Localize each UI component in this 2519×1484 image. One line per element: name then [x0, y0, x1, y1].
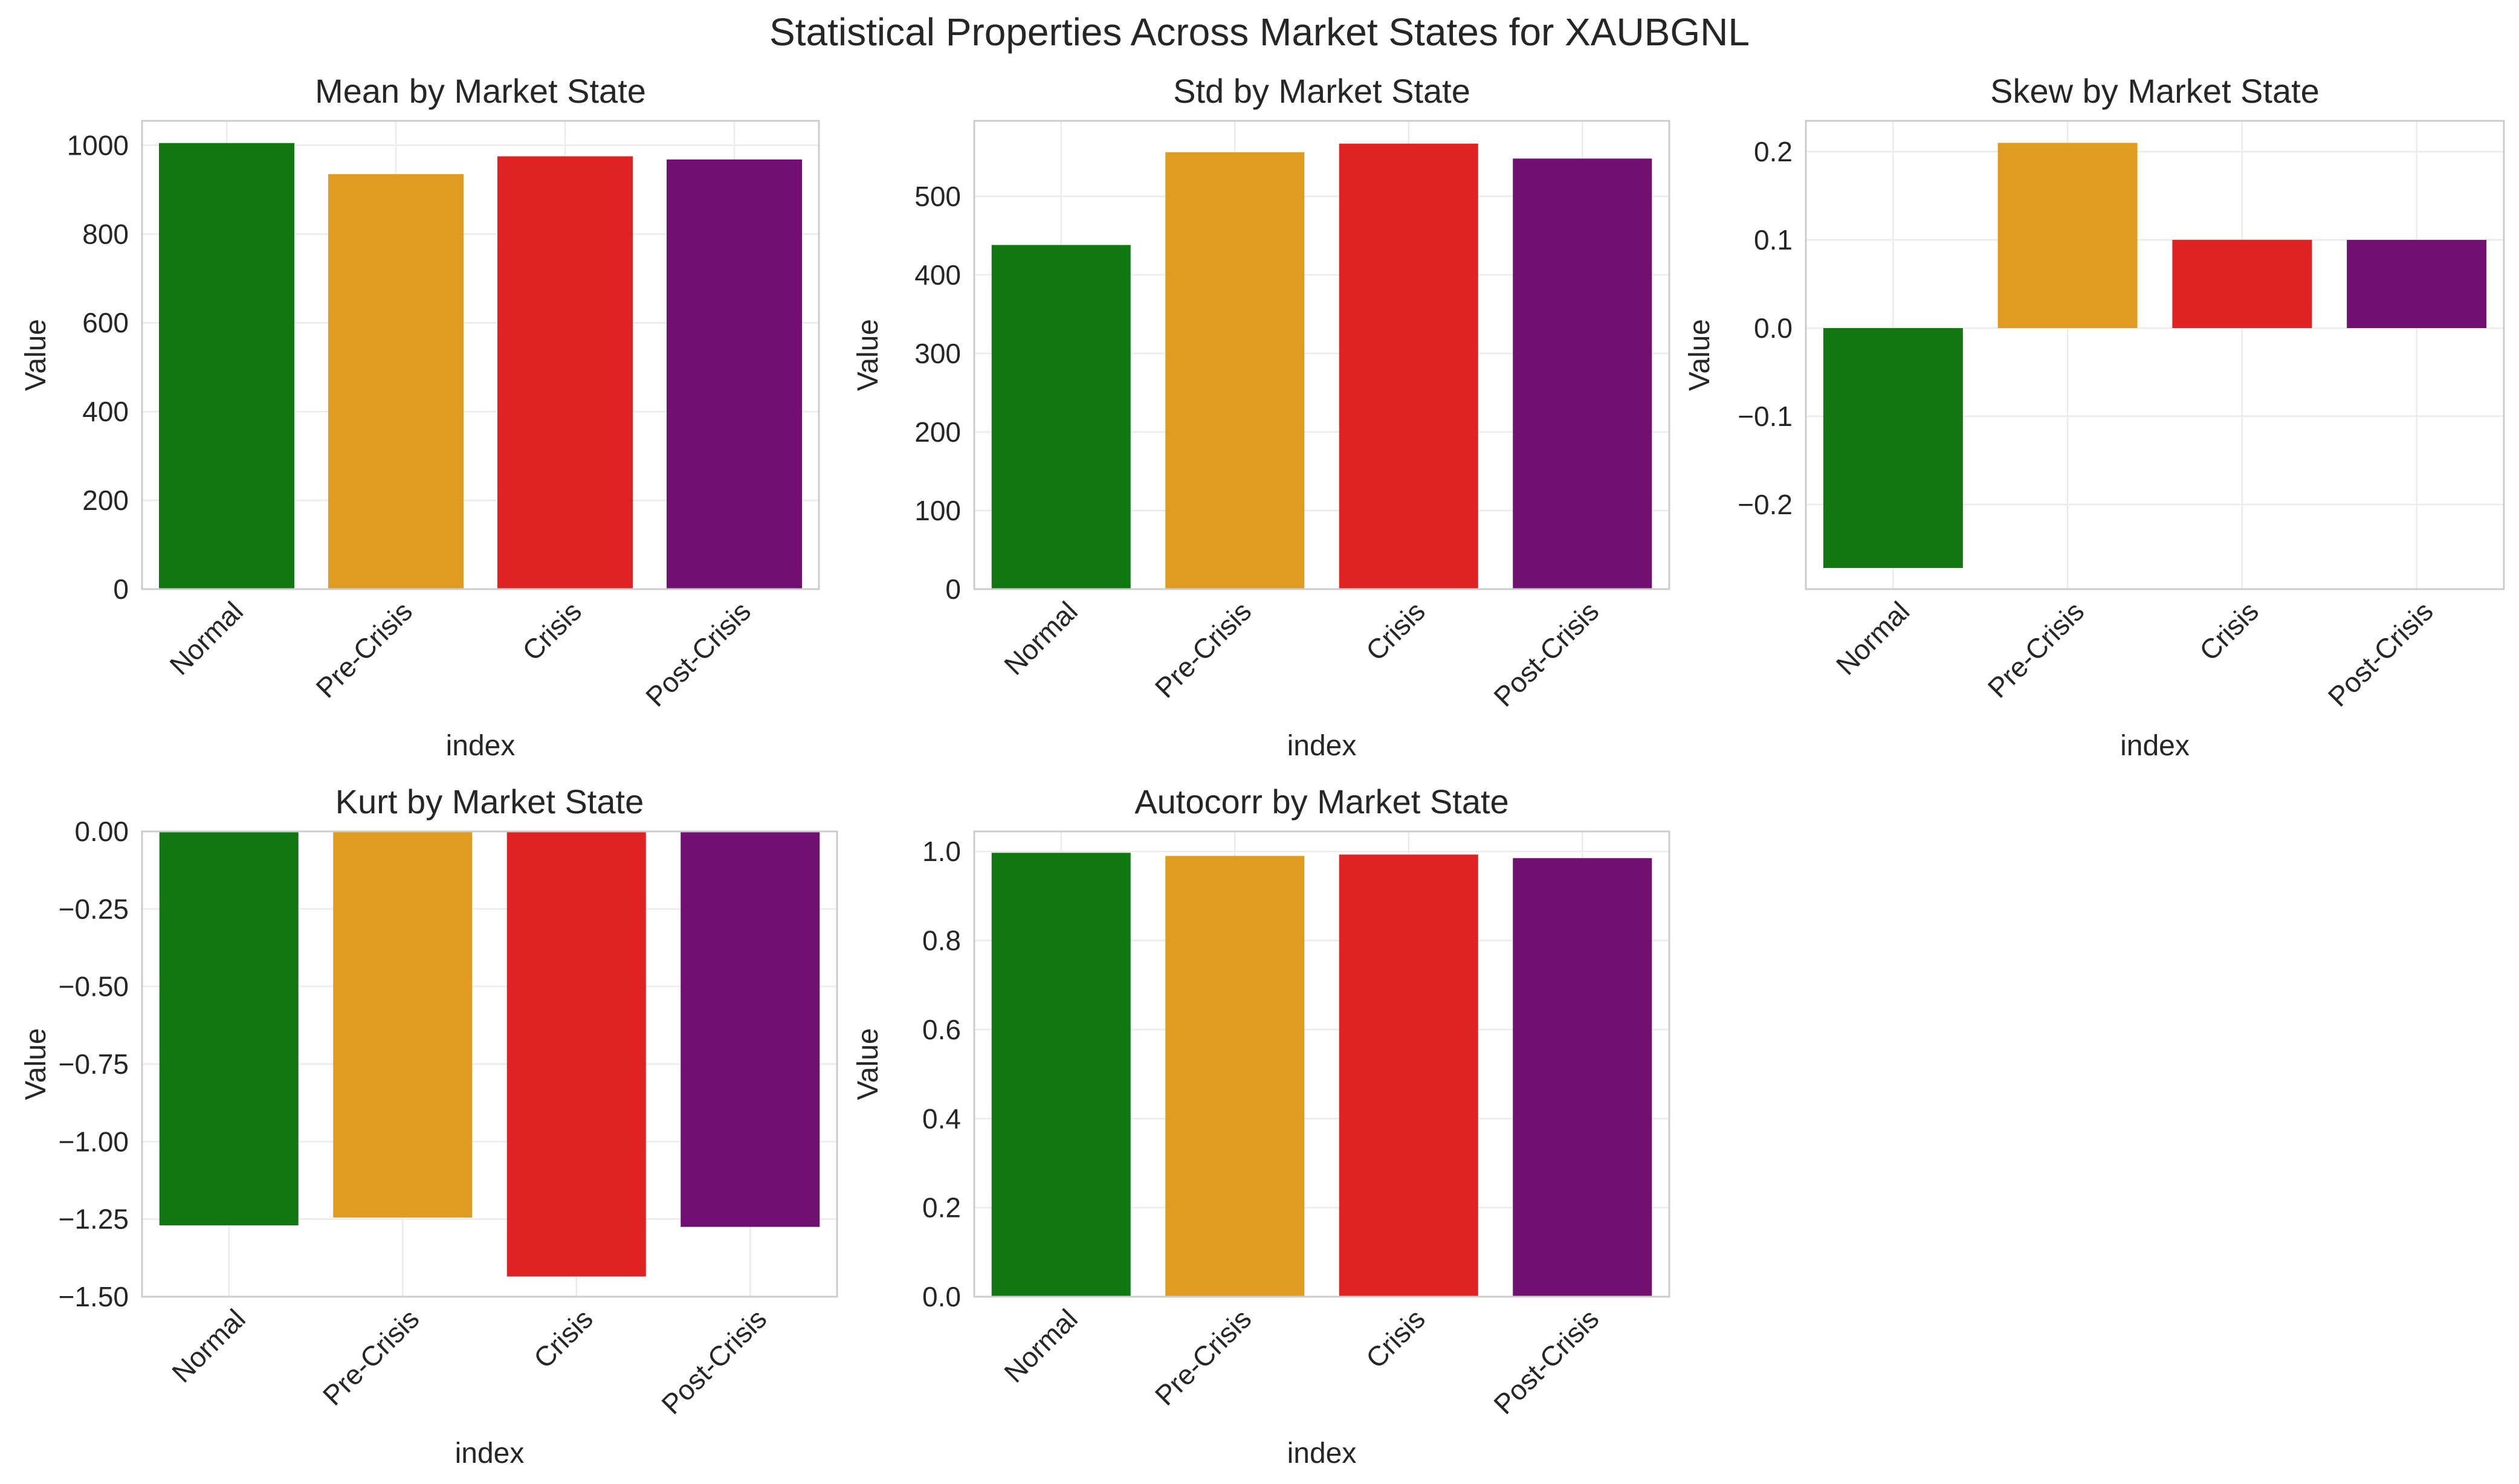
- y-tick-label: 800: [82, 218, 129, 250]
- bar-post-crisis: [681, 831, 820, 1227]
- y-tick-label: 0.8: [922, 925, 961, 957]
- y-axis-label: Value: [852, 319, 884, 391]
- axes-frame: [141, 830, 838, 1298]
- y-axis-label: Value: [20, 319, 52, 391]
- bar-normal: [159, 831, 299, 1225]
- bar-pre-crisis: [333, 831, 473, 1218]
- y-axis-label: Value: [20, 1028, 52, 1100]
- y-tick-label: 0.4: [922, 1103, 961, 1134]
- y-tick-label: 0: [113, 573, 129, 605]
- y-axis-label: Value: [1684, 319, 1716, 391]
- y-tick-label: 0.2: [922, 1192, 961, 1224]
- bar-pre-crisis: [328, 174, 464, 589]
- bar-crisis: [506, 831, 646, 1277]
- bar-normal: [159, 143, 294, 589]
- bar-normal: [1823, 327, 1963, 568]
- y-tick-label: −0.1: [1738, 401, 1793, 432]
- subplot-title: Kurt by Market State: [335, 782, 644, 821]
- bar-crisis: [1339, 854, 1478, 1297]
- y-tick-label: −0.2: [1738, 489, 1793, 520]
- bar-pre-crisis: [1997, 143, 2138, 328]
- y-tick-label: 300: [914, 338, 961, 369]
- figure-suptitle: Statistical Properties Across Market Sta…: [769, 10, 1750, 54]
- y-tick-label: 0.1: [1754, 224, 1793, 256]
- bar-post-crisis: [667, 159, 802, 590]
- axes-frame: [973, 120, 1670, 590]
- bar-post-crisis: [1513, 158, 1652, 589]
- y-axis-label: Value: [852, 1028, 884, 1100]
- y-tick-label: −0.50: [59, 971, 129, 1002]
- y-tick-label: 500: [914, 181, 961, 212]
- bar-post-crisis: [2347, 240, 2487, 328]
- y-tick-label: 400: [82, 396, 129, 427]
- y-tick-label: −0.25: [59, 893, 129, 924]
- bar-post-crisis: [1513, 858, 1652, 1297]
- bar-crisis: [497, 156, 633, 589]
- y-tick-label: 600: [82, 307, 129, 338]
- y-tick-label: 100: [914, 495, 961, 526]
- y-tick-label: 200: [914, 416, 961, 448]
- bar-normal: [991, 245, 1131, 590]
- x-axis-label: index: [1287, 1437, 1357, 1469]
- x-axis-label: index: [446, 730, 516, 762]
- y-tick-label: 0.0: [1754, 312, 1793, 344]
- y-tick-label: 0: [945, 573, 961, 605]
- axes-frame: [973, 830, 1670, 1298]
- y-tick-label: 1000: [67, 129, 129, 161]
- y-tick-label: 0.0: [922, 1281, 961, 1312]
- y-tick-label: 0.2: [1754, 136, 1793, 167]
- bar-pre-crisis: [1165, 856, 1305, 1297]
- subplot-title: Std by Market State: [1173, 72, 1470, 110]
- subplot-title: Skew by Market State: [1990, 72, 2320, 110]
- y-tick-label: −1.00: [59, 1126, 129, 1157]
- axes-frame: [141, 120, 820, 590]
- x-axis-label: index: [2120, 730, 2190, 762]
- y-tick-label: 400: [914, 259, 961, 291]
- y-tick-label: 0.6: [922, 1014, 961, 1045]
- y-tick-label: 1.0: [922, 836, 961, 867]
- bar-crisis: [1339, 143, 1478, 590]
- subplot-title: Autocorr by Market State: [1134, 782, 1508, 821]
- x-axis-label: index: [1287, 730, 1357, 762]
- bar-crisis: [2172, 240, 2312, 328]
- y-tick-label: 200: [82, 485, 129, 516]
- y-tick-label: 0.00: [74, 816, 129, 847]
- axes-frame: [1805, 120, 2505, 590]
- bar-normal: [991, 853, 1131, 1297]
- subplot-4: −1.50−1.25−1.00−0.75−0.50−0.250.00Normal…: [20, 782, 838, 1469]
- bar-pre-crisis: [1165, 152, 1305, 589]
- x-axis-label: index: [455, 1437, 525, 1469]
- y-tick-label: −0.75: [59, 1048, 129, 1080]
- y-tick-label: −1.50: [59, 1281, 129, 1312]
- y-tick-label: −1.25: [59, 1204, 129, 1235]
- subplot-title: Mean by Market State: [315, 72, 646, 110]
